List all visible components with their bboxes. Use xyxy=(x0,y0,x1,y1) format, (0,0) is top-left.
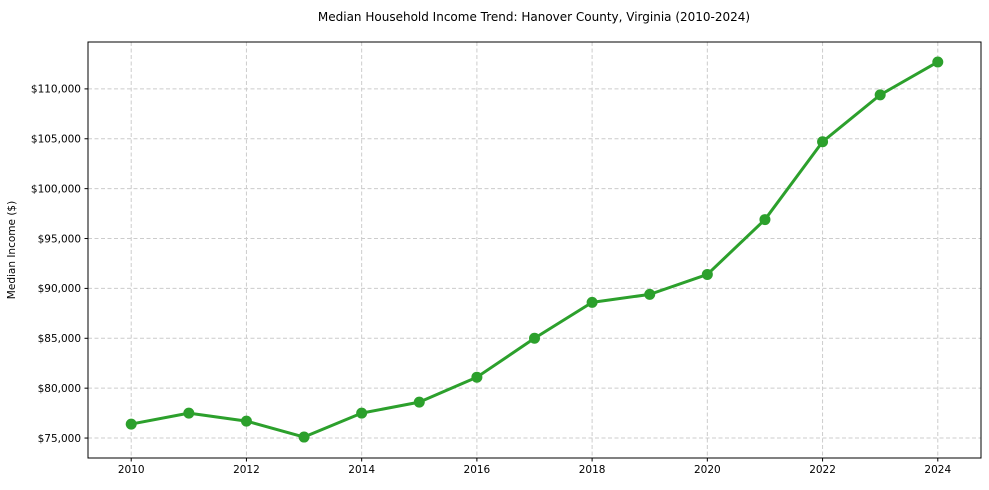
chart-title: Median Household Income Trend: Hanover C… xyxy=(318,10,750,24)
data-point-2019 xyxy=(644,288,656,300)
x-tick-label: 2018 xyxy=(579,464,606,476)
plot-border xyxy=(87,41,982,459)
data-point-2022 xyxy=(817,136,829,148)
data-point-2011 xyxy=(183,407,195,419)
data-point-2015 xyxy=(413,396,425,408)
data-point-2024 xyxy=(932,56,944,68)
x-tick-label: 2012 xyxy=(233,464,260,476)
y-tick-label: $110,000 xyxy=(31,84,81,96)
data-point-2017 xyxy=(529,332,540,344)
x-tick-label: 2024 xyxy=(924,464,951,476)
y-tick-label: $80,000 xyxy=(38,383,81,395)
y-tick-label: $75,000 xyxy=(38,433,81,445)
data-point-2020 xyxy=(701,268,713,280)
x-tick-label: 2014 xyxy=(348,464,375,476)
y-tick-label: $90,000 xyxy=(38,283,81,295)
data-point-2021 xyxy=(759,214,771,226)
y-axis-label: Median Income ($) xyxy=(6,201,18,299)
x-tick-label: 2016 xyxy=(464,464,491,476)
data-point-2010 xyxy=(125,418,137,430)
y-tick-label: $95,000 xyxy=(38,233,81,245)
data-point-2018 xyxy=(586,296,598,308)
x-tick-label: 2010 xyxy=(118,464,145,476)
data-point-2023 xyxy=(874,89,886,101)
trend-line xyxy=(129,60,940,439)
data-point-2014 xyxy=(356,407,368,419)
data-point-2016 xyxy=(471,371,483,383)
data-point-2012 xyxy=(240,415,252,427)
y-tick-label: $85,000 xyxy=(38,333,81,345)
x-tick-label: 2020 xyxy=(694,464,721,476)
y-tick-label: $105,000 xyxy=(31,134,81,146)
plot-area: 2010 2012 2014 2016 2018 2020 2022 2024 $75,000 $… xyxy=(31,41,982,476)
data-point-2013 xyxy=(298,431,310,443)
y-tick-label: $100,000 xyxy=(31,183,81,195)
x-tick-label: 2022 xyxy=(809,464,836,476)
